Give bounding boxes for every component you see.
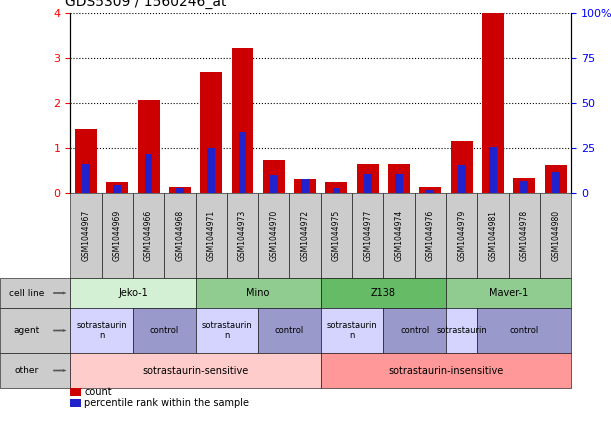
Bar	[395, 174, 403, 193]
Text: sotrastaurin
n: sotrastaurin n	[76, 321, 127, 340]
Bar	[364, 174, 371, 193]
Bar	[75, 129, 97, 193]
Bar	[544, 165, 566, 193]
Text: GSM1044978: GSM1044978	[520, 210, 529, 261]
Bar	[426, 190, 434, 193]
Text: GSM1044968: GSM1044968	[175, 210, 185, 261]
Bar	[482, 13, 504, 193]
Bar	[451, 141, 473, 193]
Bar	[388, 164, 410, 193]
Text: GSM1044966: GSM1044966	[144, 210, 153, 261]
Text: control: control	[510, 326, 539, 335]
Text: control: control	[275, 326, 304, 335]
Bar	[207, 148, 215, 193]
Text: GSM1044972: GSM1044972	[301, 210, 310, 261]
Bar	[200, 72, 222, 193]
Text: control: control	[400, 326, 430, 335]
Text: Jeko-1: Jeko-1	[118, 288, 148, 298]
Bar	[301, 179, 309, 193]
Bar	[238, 132, 246, 193]
Bar	[458, 165, 466, 193]
Bar	[232, 48, 254, 193]
Text: GSM1044980: GSM1044980	[551, 210, 560, 261]
Text: GSM1044970: GSM1044970	[269, 210, 278, 261]
Text: control: control	[150, 326, 179, 335]
Bar	[419, 187, 441, 193]
Text: cell line: cell line	[9, 288, 44, 297]
Bar	[82, 164, 90, 193]
Bar	[489, 147, 497, 193]
Text: GSM1044975: GSM1044975	[332, 210, 341, 261]
Text: Maver-1: Maver-1	[489, 288, 529, 298]
Text: Z138: Z138	[371, 288, 396, 298]
Text: count: count	[84, 387, 112, 397]
Bar	[332, 187, 340, 193]
Text: GSM1044974: GSM1044974	[395, 210, 403, 261]
Text: GSM1044979: GSM1044979	[457, 210, 466, 261]
Text: GSM1044971: GSM1044971	[207, 210, 216, 261]
Text: GSM1044981: GSM1044981	[489, 210, 497, 261]
Bar	[263, 159, 285, 193]
Bar	[176, 189, 184, 193]
Bar	[169, 187, 191, 193]
Bar	[270, 175, 278, 193]
Text: sotrastaurin: sotrastaurin	[436, 326, 487, 335]
Text: sotrastaurin
n: sotrastaurin n	[202, 321, 252, 340]
Bar	[326, 182, 348, 193]
Bar	[145, 154, 153, 193]
Text: GSM1044973: GSM1044973	[238, 210, 247, 261]
Bar	[113, 185, 121, 193]
Bar	[357, 164, 379, 193]
Text: agent: agent	[13, 326, 40, 335]
Text: sotrastaurin-insensitive: sotrastaurin-insensitive	[389, 365, 503, 376]
Text: GSM1044976: GSM1044976	[426, 210, 435, 261]
Text: GSM1044977: GSM1044977	[364, 210, 372, 261]
Text: other: other	[15, 366, 38, 375]
Text: Mino: Mino	[246, 288, 270, 298]
Bar	[137, 100, 159, 193]
Bar	[513, 178, 535, 193]
Bar	[294, 179, 316, 193]
Text: GSM1044967: GSM1044967	[81, 210, 90, 261]
Bar	[521, 181, 529, 193]
Bar	[552, 172, 560, 193]
Text: GDS5309 / 1560246_at: GDS5309 / 1560246_at	[65, 0, 227, 9]
Text: sotrastaurin-sensitive: sotrastaurin-sensitive	[142, 365, 249, 376]
Text: GSM1044969: GSM1044969	[113, 210, 122, 261]
Text: percentile rank within the sample: percentile rank within the sample	[84, 398, 249, 408]
Text: sotrastaurin
n: sotrastaurin n	[327, 321, 378, 340]
Bar	[106, 182, 128, 193]
